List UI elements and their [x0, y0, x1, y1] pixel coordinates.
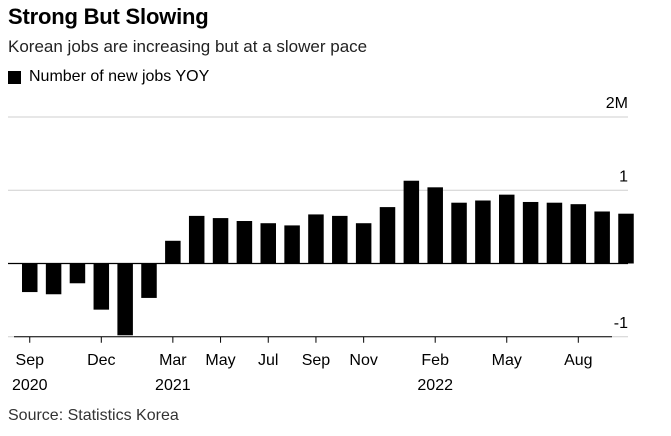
- bar: [379, 207, 396, 264]
- bar: [332, 215, 348, 264]
- y-axis-ticks: 2M 1 0 -1: [606, 95, 628, 332]
- bar: [117, 263, 133, 336]
- bar: [499, 194, 515, 264]
- x-tick-label: Mar: [159, 352, 187, 369]
- x-tick-label: May: [205, 352, 235, 369]
- x-tick-label: Aug: [564, 352, 592, 369]
- bar: [212, 218, 229, 264]
- x-tick-label: Feb: [421, 352, 449, 369]
- x-tick-label: Sep: [302, 352, 331, 369]
- y-tick-label: -1: [614, 315, 628, 332]
- legend: Number of new jobs YOY: [8, 68, 209, 86]
- bar: [618, 213, 634, 264]
- legend-swatch: [8, 70, 21, 84]
- x-axis-ticks: Sep 2020 Dec Mar 2021 May Jul Sep Nov Feb 2022 May A…: [12, 336, 593, 394]
- chart-title: Strong But Slowing: [8, 4, 209, 29]
- x-tick-label: Dec: [87, 352, 115, 369]
- chart-subtitle: Korean jobs are increasing but at a slow…: [8, 37, 368, 56]
- y-tick-label: 0: [619, 242, 628, 259]
- bar: [93, 263, 110, 310]
- legend-label: Number of new jobs YOY: [29, 68, 210, 85]
- y-tick-label: 2M: [606, 95, 628, 112]
- bar: [165, 240, 181, 264]
- bar: [522, 201, 539, 264]
- bar: [260, 223, 276, 264]
- bars: [22, 180, 634, 336]
- bar: [594, 211, 610, 264]
- bar: [284, 225, 300, 264]
- source-note: Source: Statistics Korea: [8, 407, 179, 424]
- x-tick-year-label: 2021: [155, 377, 191, 394]
- grid-lines: [8, 116, 628, 338]
- bar: [355, 223, 372, 264]
- bar: [236, 221, 253, 264]
- bar: [69, 263, 86, 284]
- bar: [451, 202, 467, 264]
- bar: [141, 263, 157, 298]
- bar: [475, 200, 491, 264]
- bar: [188, 215, 205, 264]
- bar: [427, 187, 443, 264]
- bar: [22, 263, 38, 293]
- x-tick-label: Nov: [349, 352, 377, 369]
- x-tick-label: May: [492, 352, 522, 369]
- x-tick-label: Jul: [258, 352, 278, 369]
- bar: [403, 180, 420, 264]
- x-tick-year-label: 2020: [12, 377, 48, 394]
- bar: [308, 214, 324, 264]
- x-tick-year-label: 2022: [417, 377, 453, 394]
- y-tick-label: 1: [619, 168, 628, 185]
- x-tick-label: Sep: [16, 352, 45, 369]
- bar: [570, 204, 587, 264]
- bar: [546, 202, 563, 264]
- bar: [45, 263, 62, 295]
